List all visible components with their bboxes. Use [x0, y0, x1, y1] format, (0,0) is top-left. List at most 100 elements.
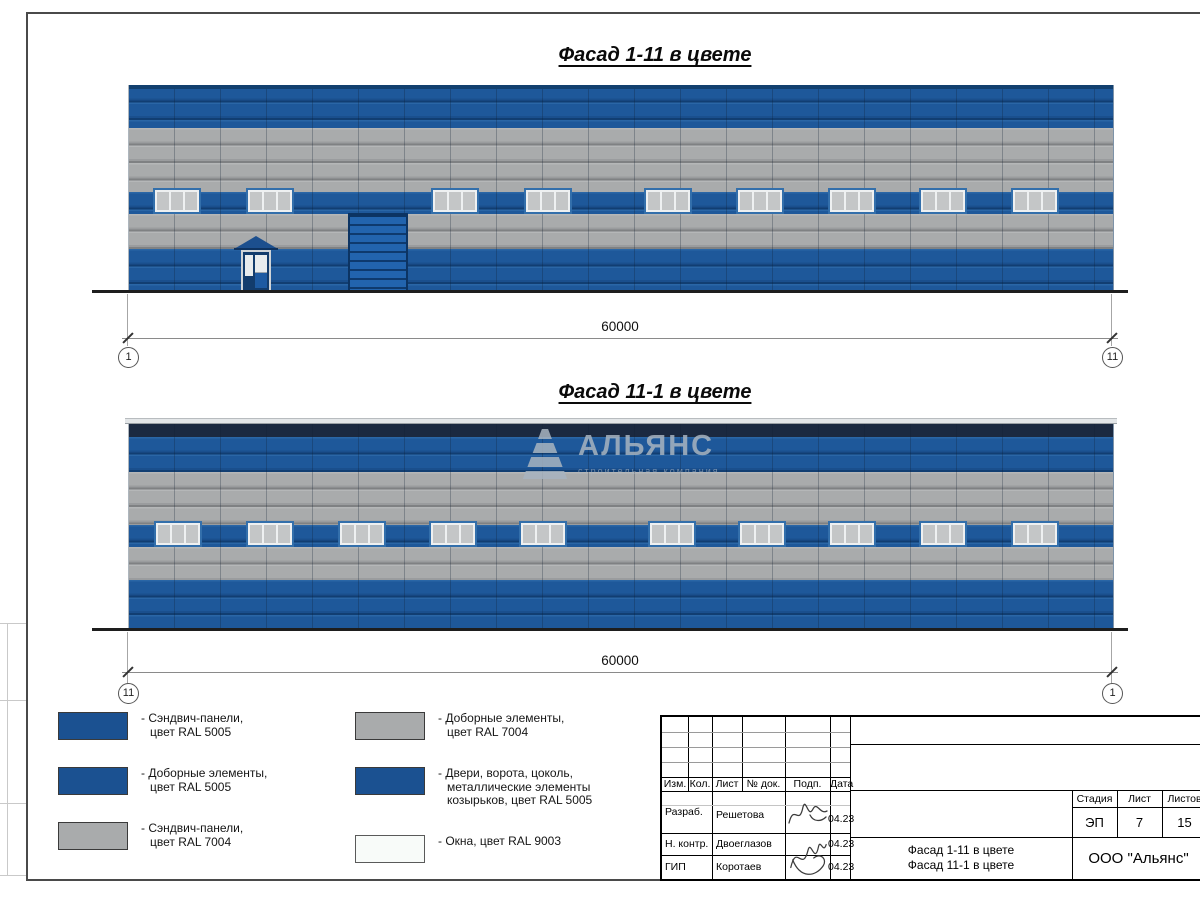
window: [153, 188, 202, 214]
window-pane: [157, 192, 169, 210]
tb-role-razrab: Разраб.: [665, 806, 703, 818]
legend-label-line: цвет RAL 7004: [447, 724, 529, 739]
legend-label: - Двери, ворота, цоколь, металлические эл…: [438, 766, 592, 808]
title-block: Изм. Кол. Лист № док. Подп. Дата Разраб.…: [660, 715, 1200, 881]
window-pane: [185, 192, 197, 210]
watermark-subtitle: строительная компания: [578, 466, 720, 476]
tb-date-gip: 04.23: [828, 861, 855, 873]
window-pane: [434, 192, 447, 210]
tb-col-kol: Кол.: [689, 778, 711, 790]
window-pane: [461, 525, 474, 543]
window: [430, 188, 479, 214]
legend-item: - Двери, ворота, цоколь, металлические эл…: [355, 766, 592, 808]
window: [518, 521, 567, 547]
axis-bubble-left: 11: [118, 683, 139, 704]
window-pane: [263, 192, 276, 210]
dimension-line: [122, 672, 1118, 673]
axis-bubble-right: 11: [1102, 347, 1123, 368]
window-pane: [950, 525, 963, 543]
window-pane: [536, 525, 549, 543]
window-pane: [171, 192, 183, 210]
window: [153, 521, 202, 547]
legend-item: - Окна, цвет RAL 9003: [355, 833, 592, 863]
window-pane: [1042, 192, 1055, 210]
sheet-frame: [26, 12, 1200, 881]
tb-name-nkontr: Двоеглазов: [716, 838, 772, 850]
window-pane: [665, 525, 678, 543]
legend-swatch: [58, 712, 128, 740]
window-pane: [433, 525, 446, 543]
watermark: АЛЬЯНС строительная компания: [522, 420, 720, 482]
window-pane: [769, 525, 782, 543]
window-pane: [679, 525, 692, 543]
dimension-label: 60000: [601, 319, 639, 334]
legend-label-line: цвет RAL 7004: [150, 834, 232, 849]
parapet-coping: [125, 418, 1117, 424]
window: [245, 188, 294, 214]
facade-1-11-title: Фасад 1-11 в цвете: [558, 44, 752, 66]
legend-column-1: - Сэндвич-панели, цвет RAL 5005 - Доборные…: [58, 711, 267, 877]
window-pane: [249, 192, 262, 210]
legend-label: - Доборные элементы, цвет RAL 7004: [438, 711, 565, 739]
window-pane: [651, 525, 664, 543]
door-sidelight: [245, 255, 253, 276]
tb-role-nkontr: Н. контр.: [665, 838, 709, 850]
window-pane: [1014, 525, 1027, 543]
window-pane: [1014, 192, 1027, 210]
tb-doc-title-line1: Фасад 1-11 в цвете: [907, 843, 1015, 857]
window-pane: [462, 192, 475, 210]
watermark-name: АЛЬЯНС: [578, 430, 715, 462]
window-pane: [676, 192, 689, 210]
legend-label: - Доборные элементы, цвет RAL 5005: [141, 766, 267, 794]
door-canopy-edge: [234, 248, 278, 250]
legend-item: - Сэндвич-панели, цвет RAL 7004: [58, 821, 267, 850]
window-pane: [171, 525, 184, 543]
window: [429, 521, 478, 547]
legend-swatch: [355, 767, 425, 795]
tb-name-gip: Коротаев: [716, 861, 762, 873]
tb-role-gip: ГИП: [665, 861, 686, 873]
window-pane: [648, 192, 661, 210]
window-pane: [1028, 525, 1041, 543]
window-pane: [263, 525, 276, 543]
window: [245, 521, 294, 547]
parapet-band-navy: [129, 424, 1113, 437]
window-pane: [936, 525, 949, 543]
door-frame: [241, 250, 271, 292]
signature-razrab: [788, 803, 828, 824]
window-pane: [342, 525, 354, 543]
ground-line-facade2: [92, 628, 1128, 631]
facade-11-1-drawing: [125, 418, 1117, 630]
panel-band-blue-top: [129, 85, 1113, 128]
window-pane: [832, 525, 845, 543]
legend-label-line: - Доборные элементы,: [438, 711, 565, 725]
legend-swatch: [355, 712, 425, 740]
panel-band-blue-base: [129, 580, 1113, 630]
legend-label-line: - Двери, ворота, цоколь,: [438, 766, 573, 780]
legend-swatch: [355, 834, 425, 863]
window-pane: [740, 192, 753, 210]
watermark-triangle-logo: [522, 429, 568, 479]
tb-sheets-value: 15: [1177, 815, 1192, 830]
tb-stage-value: ЭП: [1085, 815, 1104, 830]
roof-edge: [129, 85, 1113, 89]
window-pane: [936, 192, 949, 210]
panel-band-blue-top: [129, 437, 1113, 472]
window-pane: [860, 192, 873, 210]
legend-label-line: - Окна, цвет RAL 9003: [438, 833, 562, 848]
window-pane: [522, 525, 535, 543]
legend-swatch: [58, 822, 128, 850]
entrance-door: [234, 236, 278, 292]
legend-label-line: цвет RAL 5005: [150, 779, 232, 794]
legend-item: - Сэндвич-панели, цвет RAL 5005: [58, 711, 267, 740]
legend-label: - Сэндвич-панели, цвет RAL 5005: [141, 711, 243, 739]
axis-bubble-right: 1: [1102, 683, 1123, 704]
tb-doc-title: Фасад 1-11 в цвете Фасад 11-1 в цвете: [850, 843, 1072, 873]
tb-col-list: Лист: [715, 778, 739, 790]
window: [918, 188, 967, 214]
window-pane: [950, 192, 963, 210]
window-pane: [832, 192, 845, 210]
window: [1010, 521, 1059, 547]
legend-column-2: - Доборные элементы, цвет RAL 7004 - Двери…: [355, 711, 592, 890]
